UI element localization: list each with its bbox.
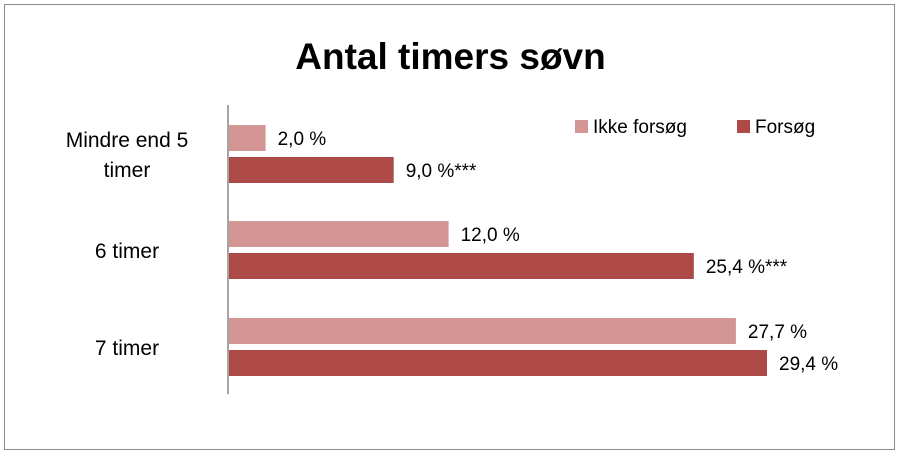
data-label: 2,0 % [278,129,327,150]
bar-forsog [229,253,694,279]
data-label: 9,0 %*** [406,161,477,182]
legend-swatch [737,120,750,133]
data-label: 27,7 % [748,322,807,343]
legend-label: Ikke forsøg [593,117,687,138]
category-tick-label: 7 timer [95,337,159,360]
legend-label: Forsøg [755,117,815,138]
category-tick-label: Mindre end 5 [66,129,189,152]
category-tick-label: timer [104,159,151,182]
bar-ikke-forsog [229,221,449,247]
data-label: 12,0 % [461,225,520,246]
category-tick-label: 6 timer [95,240,159,263]
bar-ikke-forsog [229,318,736,344]
legend-swatch [575,120,588,133]
bar-forsog [229,350,768,376]
chart-title: Antal timers søvn [295,36,606,77]
data-label: 25,4 %*** [706,257,788,278]
bar-ikke-forsog [229,125,266,151]
bar-forsog [229,157,394,183]
data-label: 29,4 % [779,354,838,375]
